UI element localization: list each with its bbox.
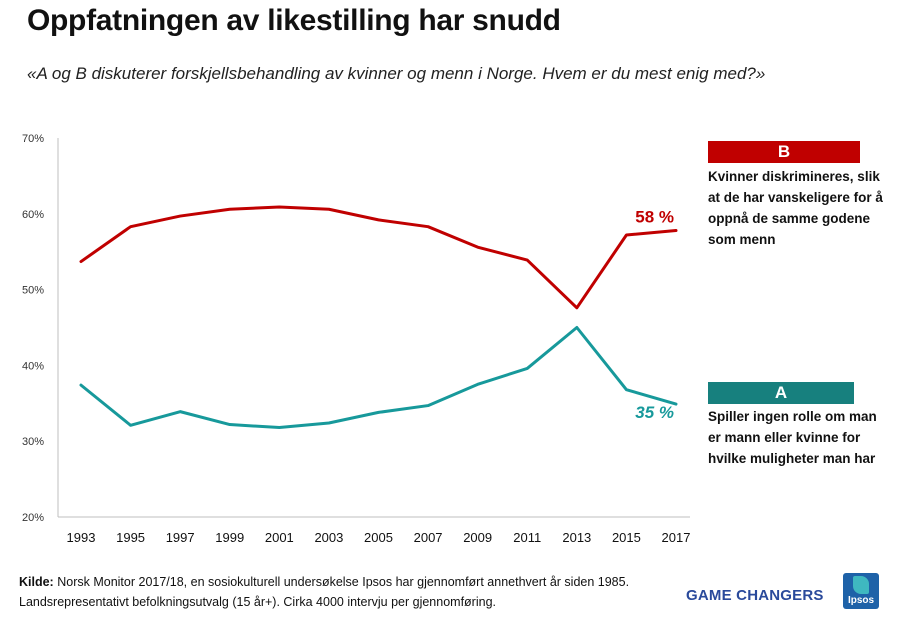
x-tick-label: 1993: [67, 530, 96, 545]
y-tick-label: 40%: [22, 360, 44, 372]
y-tick-label: 20%: [22, 512, 44, 524]
logo-text: Ipsos: [847, 595, 875, 606]
legend-b-badge: B: [708, 141, 860, 163]
x-tick-label: 2001: [265, 530, 294, 545]
series-line-a: [79, 326, 678, 430]
source-text: Norsk Monitor 2017/18, en sosiokulturell…: [19, 575, 630, 609]
x-tick-label: 2017: [662, 530, 691, 545]
chart-axes: 20% 30% 40% 50% 60% 70% 1993 1995 1997 1999 2001 20…: [22, 133, 690, 545]
end-label-b: 58 %: [635, 207, 674, 226]
page-title: Oppfatningen av likestilling har snudd: [27, 4, 561, 37]
legend-a-badge: A: [708, 382, 854, 404]
source-label: Kilde:: [19, 575, 54, 589]
subtitle: «A og B diskuterer forskjellsbehandling …: [27, 64, 766, 83]
chart-labels: 58 % 35 %: [635, 207, 674, 422]
logo-mark-icon: [853, 576, 869, 594]
x-tick-label: 2011: [513, 530, 541, 545]
x-tick-label: 2013: [562, 530, 591, 545]
x-tick-label: 2015: [612, 530, 641, 545]
source-note: Kilde: Norsk Monitor 2017/18, en sosioku…: [19, 572, 659, 612]
y-tick-label: 30%: [22, 436, 44, 448]
legend-a-text: Spiller ingen rolle om man er mann eller…: [708, 409, 877, 466]
x-tick-label: 1997: [166, 530, 195, 545]
chart-series: [79, 205, 678, 430]
ipsos-logo: Ipsos: [843, 573, 879, 609]
legend-b-text: Kvinner diskrimineres, slik at de har va…: [708, 169, 883, 247]
y-tick-label: 60%: [22, 209, 44, 221]
x-tick-label: 1999: [215, 530, 244, 545]
series-line-b: [79, 205, 678, 310]
end-label-a: 35 %: [635, 403, 674, 422]
y-tick-label: 70%: [22, 133, 44, 145]
x-tick-label: 2005: [364, 530, 393, 545]
x-tick-label: 2009: [463, 530, 492, 545]
x-tick-label: 1995: [116, 530, 145, 545]
x-tick-label: 2007: [414, 530, 443, 545]
game-changers-tagline: GAME CHANGERS: [686, 587, 824, 604]
x-tick-label: 2003: [314, 530, 343, 545]
y-tick-label: 50%: [22, 285, 44, 297]
